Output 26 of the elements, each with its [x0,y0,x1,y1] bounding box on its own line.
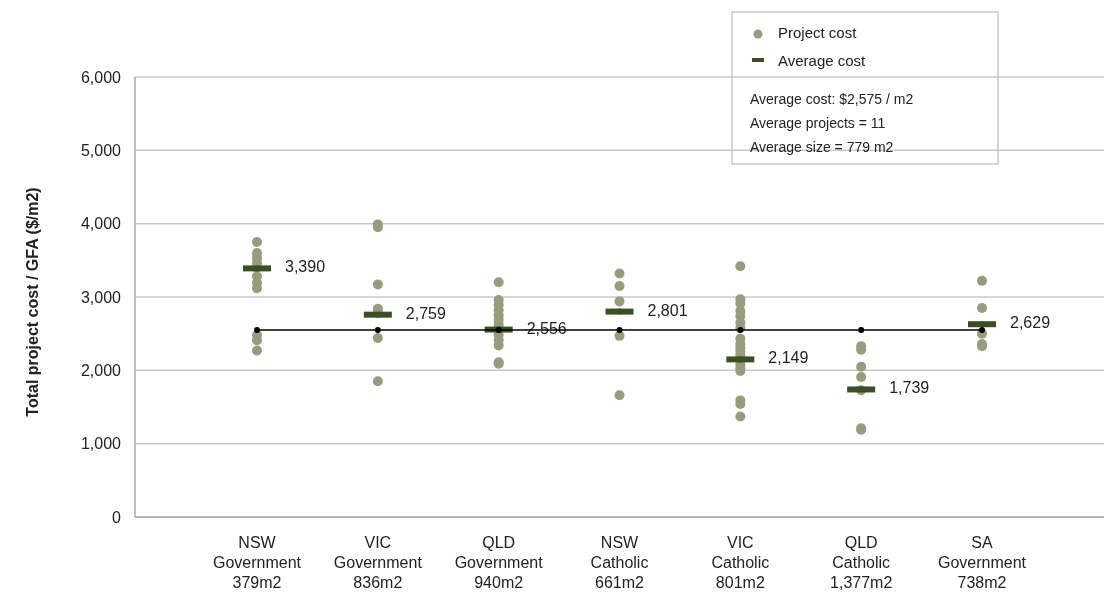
x-tick-label: NSW Government 379m2 [212,534,302,591]
legend-label: Average cost [778,52,867,69]
y-axis-title: Total project cost / GFA ($/m2) [24,187,41,417]
annotation: Average cost: $2,575 / m2 [750,91,914,107]
data-label: 3,390 [285,258,326,276]
y-tick-label: 2,000 [80,361,122,379]
x-tick-label: VIC Catholic 801m2 [711,534,770,591]
x-tick-label: VIC Government 836m2 [333,534,423,591]
data-label: 2,759 [405,304,446,322]
x-tick-label: SA Government 738m2 [937,534,1027,591]
y-tick-label: 4,000 [80,215,122,233]
data-label: 2,629 [1010,314,1051,332]
data-label: 2,801 [647,301,688,319]
annotation: Average projects = 11 [750,115,886,131]
annotation: Average size = 779 m2 [750,139,894,155]
data-label: 1,739 [889,379,930,397]
data-label: 2,149 [768,349,809,367]
x-tick-label: QLD Catholic 1,377m2 [830,534,893,591]
y-tick-label: 0 [112,508,122,526]
y-tick-label: 5,000 [80,141,122,159]
legend-label: Project cost [778,24,858,41]
y-tick-label: 1,000 [80,435,122,453]
x-tick-label: QLD Government 940m2 [454,534,544,591]
y-tick-label: 3,000 [80,288,122,306]
x-tick-label: NSW Catholic 661m2 [590,534,649,591]
y-tick-label: 6,000 [80,68,122,86]
